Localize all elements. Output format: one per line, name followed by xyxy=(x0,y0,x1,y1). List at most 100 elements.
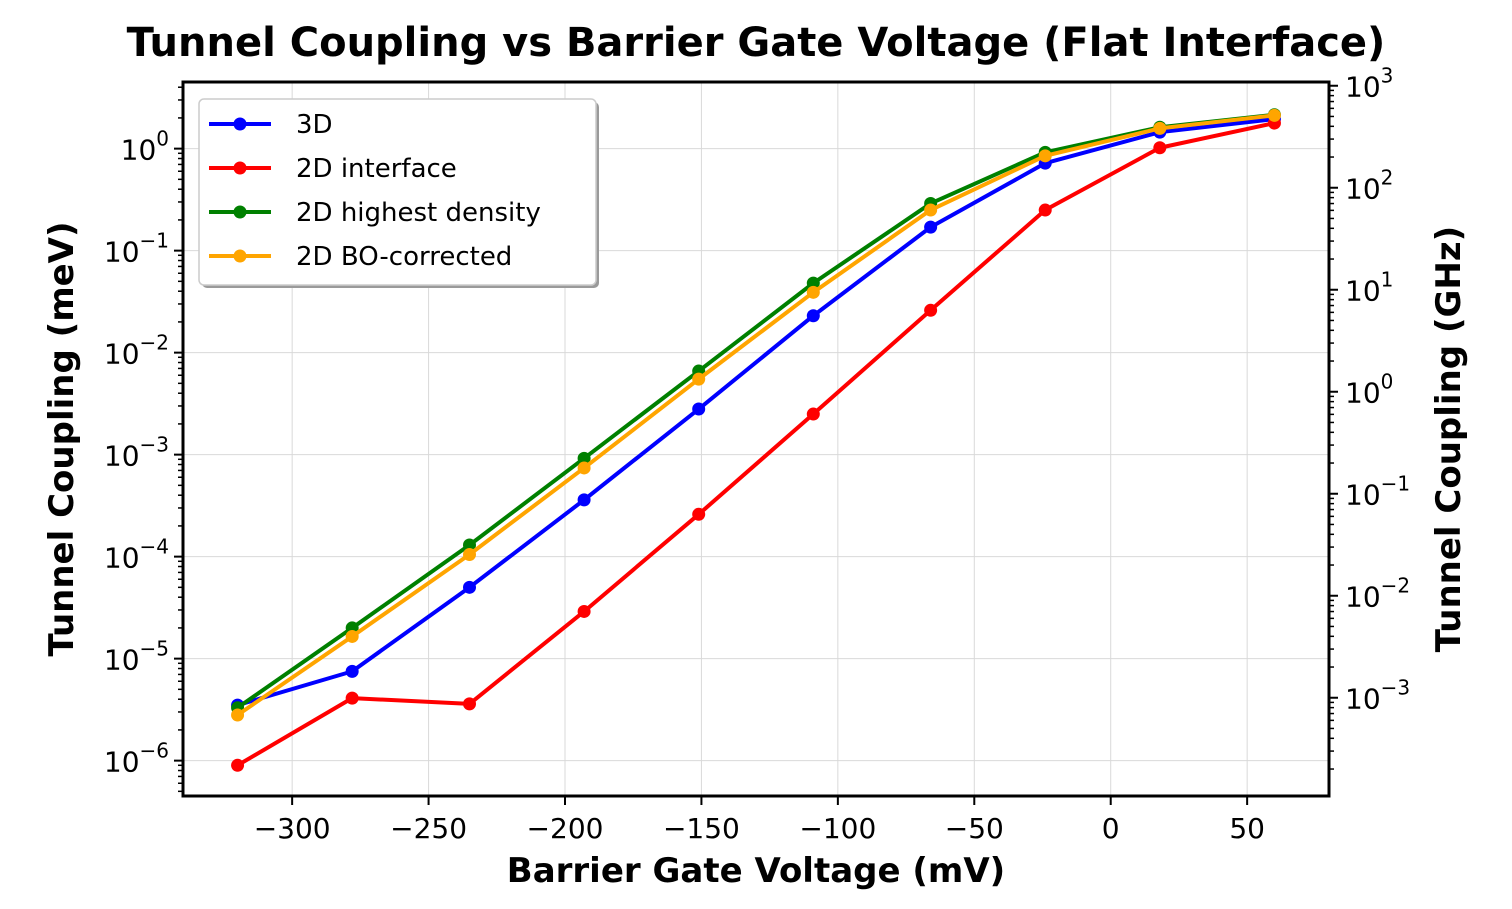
y-tick-base: 10 xyxy=(104,644,140,677)
y-tick-label: 10−1 xyxy=(104,229,169,269)
y-right-tick-exponent: −1 xyxy=(1381,472,1410,496)
y-tick-exponent: −5 xyxy=(140,637,169,661)
y-right-tick-base: 10 xyxy=(1345,581,1381,614)
x-tick-label: −100 xyxy=(799,812,876,845)
legend-marker xyxy=(233,117,247,131)
y-right-tick-exponent: −3 xyxy=(1381,676,1410,700)
series-2d-bo-corrected xyxy=(231,108,1281,722)
chart-title: Tunnel Coupling vs Barrier Gate Voltage … xyxy=(127,20,1386,66)
y-right-tick-exponent: 3 xyxy=(1381,64,1394,88)
data-point xyxy=(463,580,476,594)
series-line xyxy=(236,112,1275,710)
y-right-tick-label: 100 xyxy=(1345,370,1393,410)
data-point xyxy=(1038,203,1052,217)
data-point xyxy=(345,629,359,643)
data-point xyxy=(806,276,820,290)
series-group xyxy=(231,108,1281,772)
y-right-tick-base: 10 xyxy=(1345,173,1381,206)
y-tick-base: 10 xyxy=(104,338,140,371)
y-tick-base: 10 xyxy=(104,746,140,779)
data-point xyxy=(577,604,591,618)
y-right-tick-label: 103 xyxy=(1345,64,1393,104)
x-tick-label: −200 xyxy=(527,812,604,845)
y-tick-base: 10 xyxy=(104,236,140,269)
y-tick-exponent: −6 xyxy=(140,739,169,763)
y-right-tick-exponent: 1 xyxy=(1381,268,1394,292)
y-right-tick-label: 10−1 xyxy=(1345,472,1410,512)
data-point xyxy=(345,691,359,705)
data-point xyxy=(577,461,591,475)
y-tick-base: 10 xyxy=(104,542,140,575)
y-tick-label: 10−3 xyxy=(104,433,169,473)
series-line xyxy=(236,113,1275,717)
data-point xyxy=(577,451,591,465)
y-right-tick-base: 10 xyxy=(1345,479,1381,512)
y-right-tick-exponent: −2 xyxy=(1381,574,1410,598)
data-point xyxy=(692,507,706,521)
legend-marker xyxy=(233,205,247,219)
x-tick-label: −250 xyxy=(390,812,467,845)
y-right-tick-label: 10−2 xyxy=(1345,574,1410,614)
y-axis-label-right: Tunnel Coupling (GHz) xyxy=(1429,226,1469,652)
y-axis-label: Tunnel Coupling (meV) xyxy=(42,221,82,656)
legend-box xyxy=(198,98,597,286)
x-tick-label: 50 xyxy=(1229,812,1265,845)
x-tick-label: −50 xyxy=(945,812,1004,845)
data-point xyxy=(806,309,820,323)
y-tick-label: 10−4 xyxy=(104,535,169,575)
data-point xyxy=(463,538,476,552)
data-point xyxy=(924,203,938,217)
x-axis-label: Barrier Gate Voltage (mV) xyxy=(507,851,1005,891)
x-tick-label: −150 xyxy=(663,812,740,845)
y-right-tick-base: 10 xyxy=(1345,377,1381,410)
data-point xyxy=(1038,149,1052,163)
y-right-tick-base: 10 xyxy=(1345,71,1381,104)
legend-label: 3D xyxy=(296,110,333,140)
y-tick-exponent: −1 xyxy=(140,229,169,253)
y-tick-label: 10−6 xyxy=(104,739,169,779)
legend-marker xyxy=(233,249,247,263)
data-point xyxy=(924,303,938,317)
data-point xyxy=(463,697,476,711)
y-right-tick-label: 102 xyxy=(1345,166,1393,206)
legend-label: 2D highest density xyxy=(296,198,541,228)
data-point xyxy=(692,372,706,386)
data-point xyxy=(806,407,820,421)
y-right-tick-label: 101 xyxy=(1345,268,1393,308)
data-point xyxy=(577,493,591,507)
data-point xyxy=(1153,121,1167,135)
y-tick-base: 10 xyxy=(104,440,140,473)
data-point xyxy=(1153,141,1167,155)
y-tick-exponent: −3 xyxy=(140,433,169,457)
x-tick-label: 0 xyxy=(1102,812,1120,845)
data-point xyxy=(1267,108,1281,122)
data-point xyxy=(231,708,245,722)
y-tick-label: 10−5 xyxy=(104,637,169,677)
data-point xyxy=(692,402,706,416)
axis-ticks: −300 −250 −200 −150 −100 −50 0 5010010−110−210−… xyxy=(104,64,1410,845)
legend: 3D 2D interface 2D highest density 2D BO-co… xyxy=(198,98,599,288)
y-tick-label: 100 xyxy=(121,127,169,167)
y-right-tick-base: 10 xyxy=(1345,683,1381,716)
plot-frame xyxy=(181,80,1331,798)
data-point xyxy=(231,758,245,772)
y-tick-label: 10−2 xyxy=(104,331,169,371)
series-line xyxy=(236,121,1275,768)
y-right-tick-exponent: 2 xyxy=(1381,166,1394,190)
series-line xyxy=(237,117,1275,708)
data-point xyxy=(345,664,359,678)
y-tick-base: 10 xyxy=(121,134,157,167)
y-tick-exponent: −2 xyxy=(140,331,169,355)
y-tick-exponent: 0 xyxy=(156,127,169,151)
y-right-tick-base: 10 xyxy=(1345,275,1381,308)
legend-label: 2D interface xyxy=(296,154,457,184)
y-right-tick-label: 10−3 xyxy=(1345,676,1410,716)
data-point xyxy=(463,547,476,561)
x-tick-label: −300 xyxy=(254,812,331,845)
legend-label: 2D BO-corrected xyxy=(296,242,512,272)
data-point xyxy=(924,220,938,234)
legend-marker xyxy=(233,161,247,175)
y-right-tick-exponent: 0 xyxy=(1381,370,1394,394)
y-tick-exponent: −4 xyxy=(140,535,169,559)
